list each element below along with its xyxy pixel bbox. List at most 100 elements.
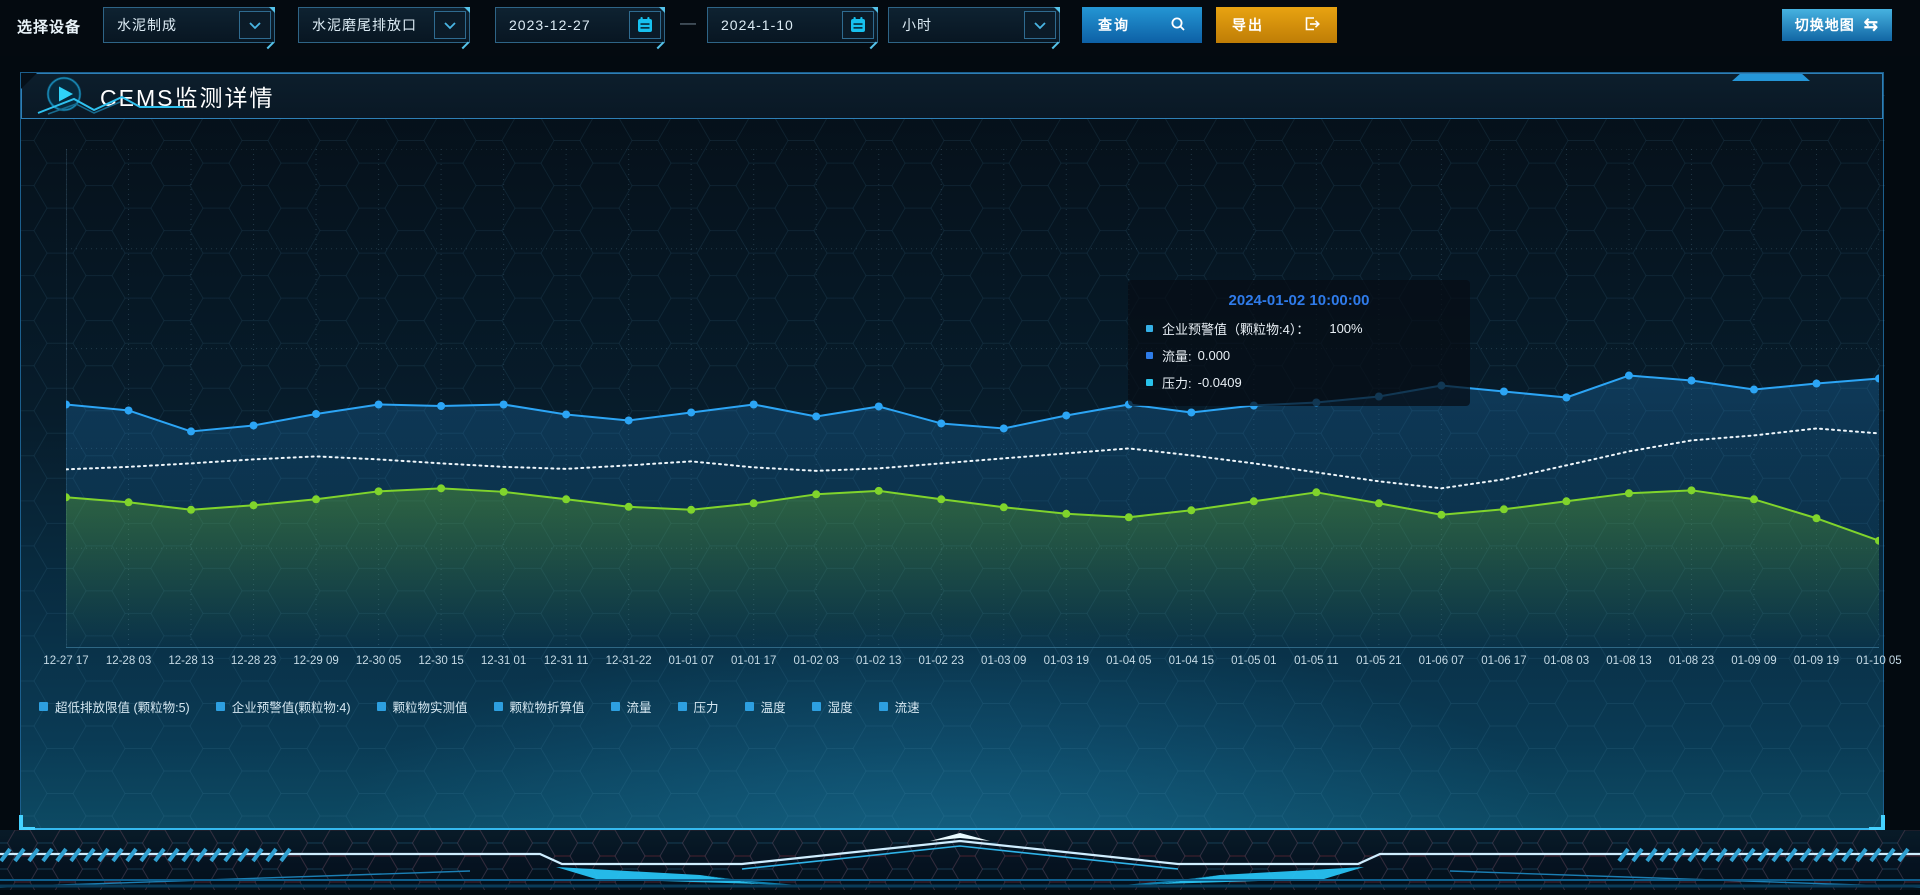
x-axis-tick-label: 12-28 03 [106, 655, 151, 667]
interval-select-value: 小时 [889, 15, 1024, 35]
legend-label: 湿度 [828, 697, 853, 716]
x-axis-tick-label: 12-31 01 [481, 655, 526, 667]
x-axis-tick-label: 01-01 17 [731, 655, 776, 667]
tooltip-series-value: -0.0409 [1198, 375, 1242, 390]
tech-border-art [0, 830, 1920, 890]
end-date-value: 2024-1-10 [708, 17, 842, 33]
x-axis-tick-label: 01-06 17 [1481, 655, 1526, 667]
x-axis-tick-label: 01-02 23 [919, 655, 964, 667]
chart-tooltip: 2024-01-02 10:00:00 企业预警值（颗粒物:4）： 100% 流量:… [1128, 280, 1470, 406]
x-axis-tick-label: 01-02 03 [794, 655, 839, 667]
legend-label: 压力 [694, 697, 719, 716]
chevron-down-icon [239, 11, 271, 39]
corner-accent [19, 815, 35, 831]
decorative-bottom-frame [0, 830, 1920, 890]
legend-marker-icon [678, 702, 687, 711]
tooltip-series-label: 流量: [1162, 346, 1192, 365]
legend-marker-icon [879, 702, 888, 711]
legend-marker-icon [39, 702, 48, 711]
legend-label: 温度 [761, 697, 786, 716]
device-type-select[interactable]: 水泥制成 [103, 7, 275, 43]
legend-marker-icon [494, 702, 503, 711]
tooltip-timestamp: 2024-01-02 10:00:00 [1128, 292, 1470, 309]
legend-label: 颗粒物折算值 [510, 697, 585, 716]
legend-item[interactable]: 企业预警值(颗粒物:4) [216, 697, 351, 716]
x-axis-tick-label: 01-06 07 [1419, 655, 1464, 667]
tooltip-row: 企业预警值（颗粒物:4）： 100% [1128, 319, 1470, 338]
x-axis-tick-label: 01-04 15 [1169, 655, 1214, 667]
legend-label: 流量 [627, 697, 652, 716]
x-axis-tick-label: 01-09 09 [1731, 655, 1776, 667]
start-date-input[interactable]: 2023-12-27 [495, 7, 665, 43]
x-axis-tick-label: 01-01 07 [668, 655, 713, 667]
legend-item[interactable]: 温度 [745, 697, 786, 716]
interval-select[interactable]: 小时 [888, 7, 1060, 43]
legend-marker-icon [745, 702, 754, 711]
legend-label: 颗粒物实测值 [393, 697, 468, 716]
tooltip-series-label: 企业预警值（颗粒物:4）： [1162, 319, 1309, 338]
chevron-down-icon [1024, 11, 1056, 39]
legend-item[interactable]: 流量 [611, 697, 652, 716]
legend-item[interactable]: 颗粒物实测值 [377, 697, 468, 716]
legend-item[interactable]: 压力 [678, 697, 719, 716]
x-axis-tick-label: 12-31 11 [544, 655, 589, 667]
switch-map-label: 切换地图 [1795, 15, 1855, 35]
x-axis-tick-label: 01-05 11 [1294, 655, 1339, 667]
x-axis-tick-label: 12-31-22 [606, 655, 652, 667]
legend-marker-icon [611, 702, 620, 711]
chevron-down-icon [434, 11, 466, 39]
tooltip-row: 流量:0.000 [1128, 346, 1470, 365]
export-button[interactable]: 导出 [1216, 7, 1337, 43]
x-axis-tick-label: 12-30 05 [356, 655, 401, 667]
start-date-value: 2023-12-27 [496, 17, 629, 33]
x-axis-tick-label: 01-05 01 [1231, 655, 1276, 667]
x-axis-tick-label: 01-02 13 [856, 655, 901, 667]
line-chart-svg [66, 149, 1879, 648]
tooltip-series-marker-icon [1146, 325, 1153, 332]
chart-legend: 超低排放限值 (颗粒物:5) 企业预警值(颗粒物:4) 颗粒物实测值 颗粒物折算值 流量… [39, 697, 920, 716]
legend-item[interactable]: 湿度 [812, 697, 853, 716]
tooltip-series-marker-icon [1146, 352, 1153, 359]
x-axis-tick-label: 01-03 09 [981, 655, 1026, 667]
chart-plot[interactable] [66, 149, 1879, 648]
tooltip-series-label: 压力: [1162, 373, 1192, 392]
x-axis-tick-label: 12-30 15 [418, 655, 463, 667]
x-axis-tick-label: 12-28 13 [168, 655, 213, 667]
x-axis-tick-label: 01-08 23 [1669, 655, 1714, 667]
top-toolbar: 选择设备 水泥制成 水泥磨尾排放口 2023-12-27 — 2024-1-10 [0, 0, 1920, 56]
legend-marker-icon [812, 702, 821, 711]
outlet-select-value: 水泥磨尾排放口 [299, 15, 434, 35]
tooltip-row: 压力: -0.0409 [1128, 373, 1470, 392]
header-notch-accent [1732, 74, 1810, 81]
panel-header: CEMS监测详情 [21, 73, 1883, 119]
legend-marker-icon [377, 702, 386, 711]
end-date-input[interactable]: 2024-1-10 [707, 7, 878, 43]
legend-item[interactable]: 流速 [879, 697, 920, 716]
x-axis-tick-label: 01-08 03 [1544, 655, 1589, 667]
x-axis-tick-label: 12-27 17 [43, 655, 88, 667]
legend-label: 流速 [895, 697, 920, 716]
legend-item[interactable]: 颗粒物折算值 [494, 697, 585, 716]
calendar-icon [842, 11, 874, 39]
query-button[interactable]: 查询 [1082, 7, 1202, 43]
export-button-label: 导出 [1232, 15, 1264, 35]
legend-item[interactable]: 超低排放限值 (颗粒物:5) [39, 697, 190, 716]
legend-marker-icon [216, 702, 225, 711]
x-axis-tick-label: 01-10 05 [1856, 655, 1901, 667]
corner-accent [1869, 815, 1885, 831]
swap-arrows-icon: ⇆ [1864, 15, 1879, 35]
device-select-label: 选择设备 [17, 16, 81, 37]
x-axis-tick-label: 12-29 09 [293, 655, 338, 667]
switch-map-button[interactable]: 切换地图 ⇆ [1782, 9, 1892, 41]
tooltip-series-value: 100% [1329, 321, 1362, 336]
device-type-select-value: 水泥制成 [104, 15, 239, 35]
tooltip-series-marker-icon [1146, 379, 1153, 386]
x-axis-tick-label: 01-08 13 [1606, 655, 1651, 667]
x-axis-tick-label: 12-28 23 [231, 655, 276, 667]
date-range-separator: — [680, 15, 696, 33]
outlet-select[interactable]: 水泥磨尾排放口 [298, 7, 470, 43]
x-axis-tick-label: 01-05 21 [1356, 655, 1401, 667]
x-axis-tick-label: 01-09 19 [1794, 655, 1839, 667]
x-axis-tick-label: 01-03 19 [1044, 655, 1089, 667]
